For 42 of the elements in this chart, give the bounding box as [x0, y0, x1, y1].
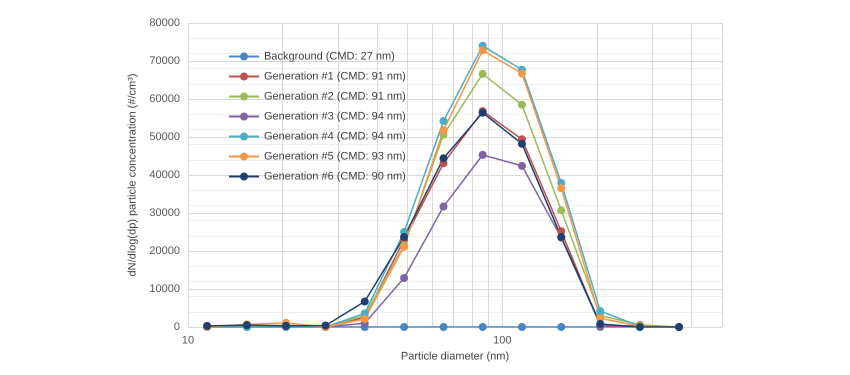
y-tick-label: 30000 [149, 207, 180, 219]
y-tick-label: 20000 [149, 245, 180, 257]
point [400, 323, 408, 331]
point [557, 184, 566, 192]
point [400, 274, 408, 282]
point [518, 323, 526, 331]
legend-label: Generation #5 (CMD: 93 nm) [264, 150, 406, 162]
point [400, 232, 408, 241]
y-tick-label: 0 [174, 321, 180, 333]
x-tick-label: 100 [493, 334, 512, 346]
point [518, 100, 526, 109]
point [557, 323, 566, 331]
point [440, 154, 448, 162]
y-tick-label: 40000 [149, 169, 180, 181]
y-tick-label: 80000 [149, 17, 180, 29]
point [596, 307, 604, 316]
legend-label: Generation #2 (CMD: 91 nm) [264, 90, 406, 102]
y-tick-label: 50000 [149, 131, 180, 143]
y-tick-label: 10000 [149, 283, 180, 295]
y-axis-title: dN/dlog(dp) particle concentration (#/cm³) [126, 74, 138, 276]
legend-label: Generation #1 (CMD: 91 nm) [264, 70, 406, 82]
x-axis-title: Particle diameter (nm) [400, 350, 510, 362]
point [440, 117, 448, 126]
point [478, 70, 487, 78]
point [518, 162, 526, 170]
legend-label: Background (CMD: 27 nm) [264, 50, 395, 62]
point [557, 206, 566, 214]
point [478, 150, 487, 159]
legend-label: Generation #6 (CMD: 90 nm) [264, 170, 406, 182]
point [440, 202, 448, 211]
legend-label: Generation #4 (CMD: 94 nm) [264, 130, 406, 142]
y-tick-label: 60000 [149, 93, 180, 105]
point [440, 126, 448, 134]
point [360, 298, 369, 306]
x-tick-label: 10 [182, 334, 194, 346]
point [478, 46, 487, 54]
point [518, 140, 526, 148]
point [518, 70, 526, 78]
point [478, 323, 487, 331]
point [440, 323, 448, 331]
legend-label: Generation #3 (CMD: 94 nm) [264, 110, 406, 122]
y-tick-label: 70000 [149, 55, 180, 67]
